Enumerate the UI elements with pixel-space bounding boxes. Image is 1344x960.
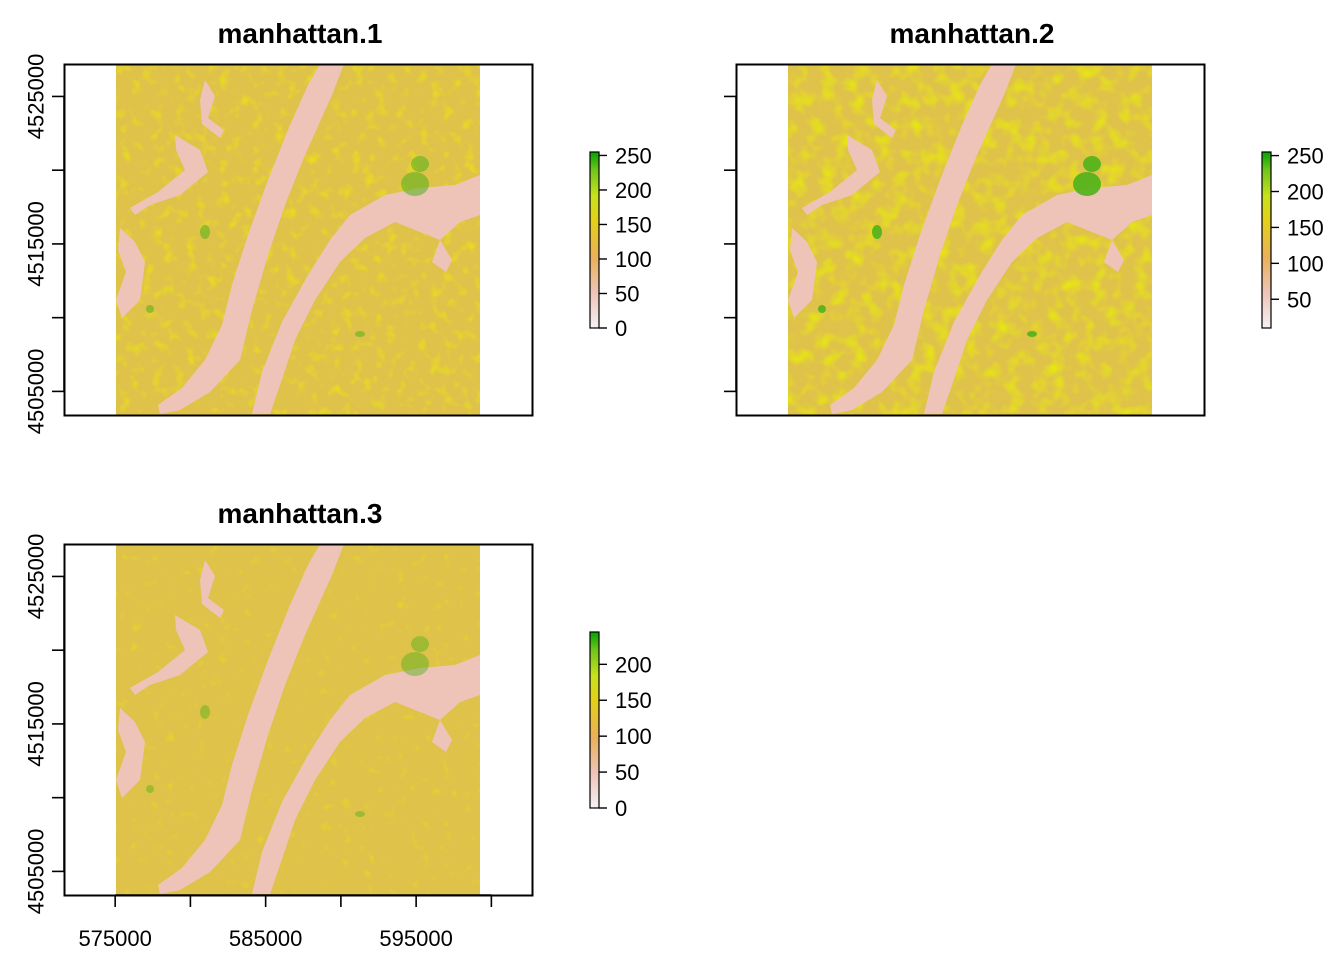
raster-park xyxy=(401,652,429,676)
legend-tick-label: 0 xyxy=(615,316,627,341)
y-tick-label: 4505000 xyxy=(24,349,49,435)
panel-title: manhattan.1 xyxy=(218,18,383,49)
raster-park xyxy=(1073,172,1101,196)
legend-tick-label: 50 xyxy=(615,760,639,785)
legend-colorbar xyxy=(589,151,600,329)
legend-tick-label: 200 xyxy=(1287,180,1324,205)
legend-tick-label: 200 xyxy=(615,178,652,203)
raster-park xyxy=(200,705,210,719)
raster-park xyxy=(200,225,210,239)
y-tick-label: 4505000 xyxy=(24,829,49,915)
y-tick-label: 4515000 xyxy=(23,201,48,287)
legend-colorbar xyxy=(1261,151,1272,329)
x-tick-label: 585000 xyxy=(229,926,302,951)
raster-park xyxy=(411,156,429,172)
raster-park xyxy=(411,636,429,652)
raster-image xyxy=(116,64,480,415)
raster-park xyxy=(1027,331,1037,337)
y-tick-label: 4525000 xyxy=(24,534,49,620)
legend-tick-label: 0 xyxy=(615,796,627,821)
x-tick-label: 575000 xyxy=(78,926,151,951)
legend-tick-label: 100 xyxy=(615,247,652,272)
raster-park xyxy=(1083,156,1101,172)
raster-panel-1: manhattan.1 4505000 4515000 4525000 0 50 100 15… xyxy=(23,18,651,434)
legend-colorbar xyxy=(589,631,600,809)
raster-park xyxy=(146,785,154,793)
raster-panel-3: manhattan.3 4505000 4515000 4525000 575000 58… xyxy=(23,498,651,951)
legend-tick-label: 100 xyxy=(615,724,652,749)
panel-title: manhattan.2 xyxy=(890,18,1055,49)
x-tick-label: 595000 xyxy=(379,926,452,951)
legend: 50 100 150 200 250 xyxy=(1261,144,1324,329)
legend-tick-label: 150 xyxy=(1287,215,1324,240)
raster-image xyxy=(788,64,1152,415)
raster-panels: manhattan.1 4505000 4515000 4525000 0 50 100 15… xyxy=(23,18,1323,951)
legend: 0 50 100 150 200 xyxy=(589,631,652,821)
raster-park xyxy=(355,811,365,817)
raster-park xyxy=(355,331,365,337)
raster-park xyxy=(818,305,826,313)
legend-tick-label: 100 xyxy=(1287,251,1324,276)
legend: 0 50 100 150 200 250 xyxy=(589,143,652,341)
raster-image xyxy=(116,544,480,895)
panel-title: manhattan.3 xyxy=(218,498,383,529)
legend-tick-label: 150 xyxy=(615,688,652,713)
legend-tick-label: 250 xyxy=(1287,144,1324,169)
legend-tick-label: 250 xyxy=(615,143,652,168)
legend-tick-label: 50 xyxy=(615,281,639,306)
raster-park xyxy=(146,305,154,313)
raster-panel-2: manhattan.2 50 100 150 200 250 xyxy=(724,18,1324,417)
legend-tick-label: 150 xyxy=(615,212,652,237)
legend-tick-label: 200 xyxy=(615,652,652,677)
legend-tick-label: 50 xyxy=(1287,287,1311,312)
raster-park xyxy=(401,172,429,196)
y-tick-label: 4525000 xyxy=(24,54,49,140)
raster-park xyxy=(872,225,882,239)
y-tick-label: 4515000 xyxy=(23,681,48,767)
